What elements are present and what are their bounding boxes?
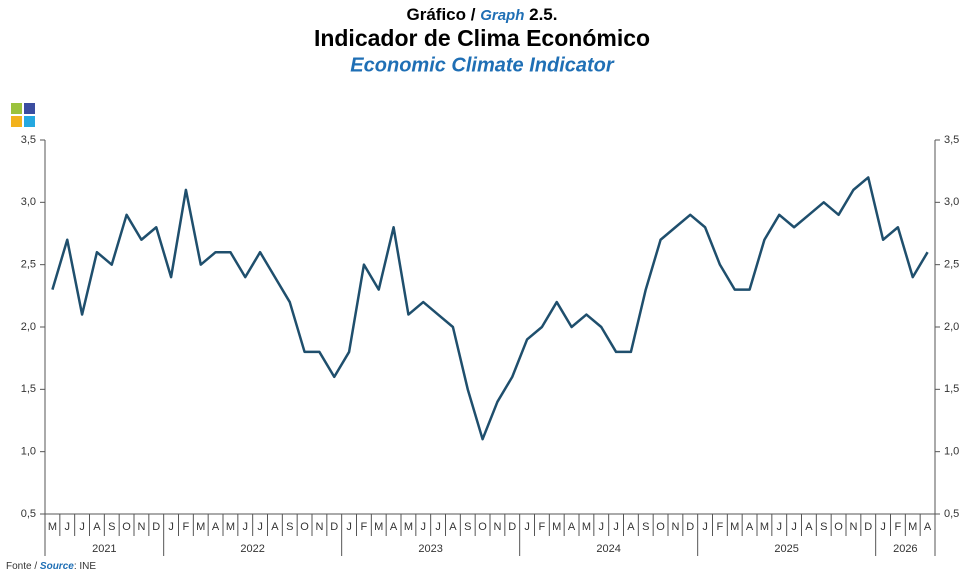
chart-title: Indicador de Clima Económico: [314, 25, 650, 51]
x-tick-label: N: [493, 521, 501, 533]
x-tick-label: O: [122, 521, 131, 533]
y-tick-label: 1,0: [21, 446, 36, 458]
x-tick-label: A: [390, 521, 398, 533]
x-tick-label: S: [286, 521, 293, 533]
x-tick-label: A: [449, 521, 457, 533]
y-tick-label: 2,5: [21, 259, 36, 271]
x-tick-label: J: [168, 521, 174, 533]
x-tick-label: O: [834, 521, 843, 533]
x-tick-label: N: [849, 521, 857, 533]
y-tick-label: 1,5: [21, 383, 36, 395]
x-tick-label: F: [895, 521, 902, 533]
x-tick-label: N: [315, 521, 323, 533]
y-tick-label: 3,0: [21, 196, 36, 208]
x-tick-label: D: [864, 521, 872, 533]
x-tick-label: M: [552, 521, 561, 533]
x-tick-label: A: [746, 521, 754, 533]
x-tick-label: J: [346, 521, 352, 533]
y-tick-label: 2,0: [21, 321, 36, 333]
title-number: 2.5.: [529, 5, 557, 24]
x-tick-label: A: [805, 521, 813, 533]
x-tick-label: J: [524, 521, 530, 533]
x-tick-label: S: [642, 521, 649, 533]
x-tick-label: A: [627, 521, 635, 533]
year-label: 2022: [240, 543, 264, 555]
x-tick-label: O: [300, 521, 309, 533]
x-tick-label: J: [613, 521, 619, 533]
year-label: 2021: [92, 543, 116, 555]
x-tick-label: D: [330, 521, 338, 533]
y2-tick-label: 1,5: [944, 383, 959, 395]
graph-label: Gráfico / Graph 2.5.: [407, 5, 558, 24]
x-tick-label: F: [361, 521, 368, 533]
x-tick-label: M: [760, 521, 769, 533]
x-tick-label: S: [820, 521, 827, 533]
x-tick-label: J: [791, 521, 797, 533]
y-tick-label: 3,5: [21, 134, 36, 146]
x-tick-label: A: [212, 521, 220, 533]
chart-subtitle: Economic Climate Indicator: [350, 54, 615, 76]
x-tick-label: A: [271, 521, 279, 533]
y2-tick-label: 3,5: [944, 134, 959, 146]
x-tick-label: A: [568, 521, 576, 533]
x-tick-label: O: [478, 521, 487, 533]
y2-tick-label: 2,5: [944, 259, 959, 271]
x-tick-label: S: [108, 521, 115, 533]
title-graph: Graph: [480, 7, 524, 24]
x-tick-label: J: [79, 521, 85, 533]
x-tick-label: J: [880, 521, 886, 533]
source-word: Source: [40, 561, 74, 572]
x-tick-label: F: [717, 521, 724, 533]
x-tick-label: S: [464, 521, 471, 533]
x-tick-label: M: [404, 521, 413, 533]
x-tick-label: N: [671, 521, 679, 533]
y2-tick-label: 0,5: [944, 508, 959, 520]
title-prefix: Gráfico /: [407, 5, 476, 24]
x-tick-label: M: [582, 521, 591, 533]
x-tick-label: D: [686, 521, 694, 533]
source-value: : INE: [74, 561, 97, 572]
x-tick-label: J: [702, 521, 708, 533]
x-tick-label: J: [243, 521, 249, 533]
x-tick-label: J: [599, 521, 605, 533]
data-line: [51, 176, 929, 441]
x-tick-label: M: [908, 521, 917, 533]
year-label: 2023: [418, 543, 442, 555]
x-tick-label: M: [730, 521, 739, 533]
x-tick-label: F: [539, 521, 546, 533]
y2-tick-label: 1,0: [944, 446, 959, 458]
x-tick-label: J: [777, 521, 783, 533]
y2-tick-label: 2,0: [944, 321, 959, 333]
x-tick-label: M: [48, 521, 57, 533]
x-tick-label: M: [196, 521, 205, 533]
x-tick-label: M: [374, 521, 383, 533]
x-tick-label: J: [257, 521, 263, 533]
x-tick-label: O: [656, 521, 665, 533]
year-label: 2025: [774, 543, 798, 555]
x-tick-label: D: [508, 521, 516, 533]
source-prefix: Fonte /: [6, 561, 37, 572]
x-tick-label: A: [924, 521, 932, 533]
x-tick-label: N: [137, 521, 145, 533]
x-tick-label: J: [65, 521, 71, 533]
logo: [11, 103, 35, 127]
y2-tick-label: 3,0: [944, 196, 959, 208]
year-label: 2026: [893, 543, 917, 555]
x-tick-label: J: [435, 521, 441, 533]
x-tick-label: F: [183, 521, 190, 533]
x-tick-label: J: [421, 521, 427, 533]
x-tick-label: M: [226, 521, 235, 533]
x-tick-label: D: [152, 521, 160, 533]
y-tick-label: 0,5: [21, 508, 36, 520]
source: Fonte / Source: INE: [6, 561, 96, 572]
x-tick-label: A: [93, 521, 101, 533]
year-label: 2024: [596, 543, 620, 555]
